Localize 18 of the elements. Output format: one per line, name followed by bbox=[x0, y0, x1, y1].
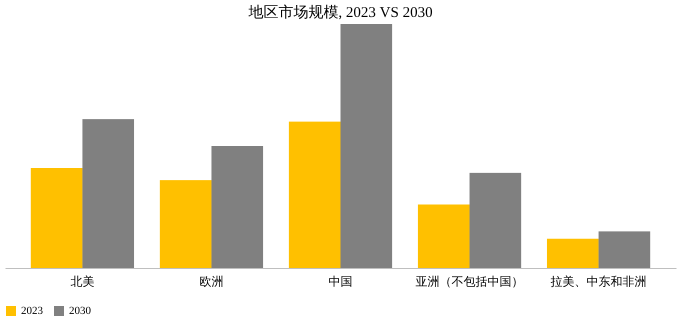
bar bbox=[211, 146, 264, 268]
x-tick-label: 北美 bbox=[70, 274, 94, 288]
bar bbox=[546, 238, 599, 268]
bar bbox=[30, 168, 82, 268]
bar bbox=[82, 119, 134, 268]
bar bbox=[340, 24, 392, 268]
legend-label: 2023 bbox=[21, 305, 44, 317]
bar bbox=[598, 231, 650, 268]
bar bbox=[160, 180, 212, 268]
x-tick-label: 亚洲（不包括中国） bbox=[416, 274, 524, 288]
bar bbox=[288, 122, 340, 268]
x-tick-label: 欧洲 bbox=[199, 274, 224, 288]
x-tick-label: 中国 bbox=[328, 274, 352, 288]
bar bbox=[470, 172, 522, 268]
x-tick-label: 拉美、中东和非洲 bbox=[550, 274, 647, 288]
chart-title: 地区市场规模, 2023 VS 2030 bbox=[247, 4, 433, 21]
bar bbox=[418, 204, 470, 268]
legend-label: 2030 bbox=[69, 305, 92, 317]
